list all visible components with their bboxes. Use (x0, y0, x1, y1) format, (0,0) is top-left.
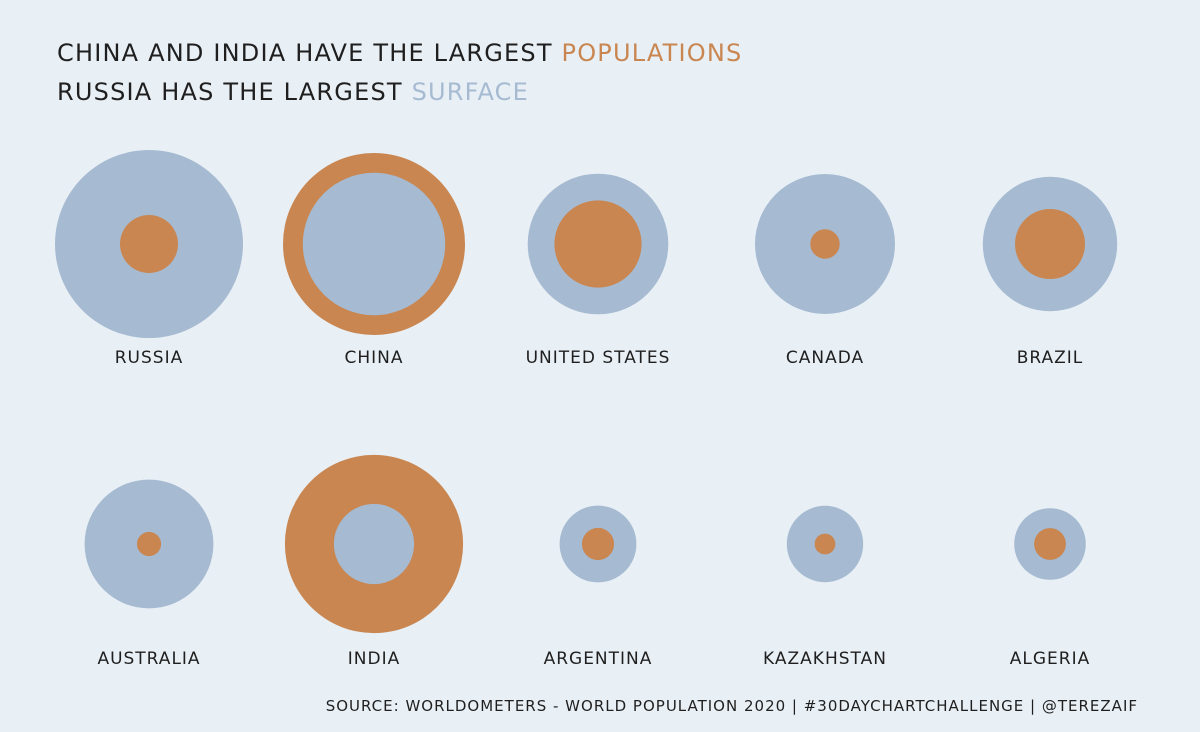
country-label-united-states: UNITED STATES (526, 348, 671, 368)
population-circle-united-states (554, 200, 642, 288)
population-circle-australia (136, 531, 162, 557)
surface-circle-india (333, 503, 415, 585)
population-circle-canada (810, 229, 840, 259)
country-united-states: UNITED STATES (526, 173, 671, 368)
country-label-kazakhstan: KAZAKHSTAN (763, 649, 887, 669)
country-russia: RUSSIA (55, 150, 243, 368)
country-label-russia: RUSSIA (115, 348, 183, 368)
country-brazil: BRAZIL (982, 176, 1118, 368)
title-line-2-text: RUSSIA HAS THE LARGEST (57, 78, 412, 106)
country-label-china: CHINA (344, 348, 403, 368)
title-surface-highlight: SURFACE (411, 78, 529, 106)
country-china: CHINA (283, 153, 465, 368)
surface-circle-china (302, 172, 446, 316)
country-label-canada: CANADA (786, 348, 864, 368)
title-line-1-text: CHINA AND INDIA HAVE THE LARGEST (57, 39, 562, 67)
source-caption: SOURCE: WORLDOMETERS - WORLD POPULATION … (325, 697, 1138, 715)
country-india: INDIA (284, 454, 464, 669)
chart-title-line-1: CHINA AND INDIA HAVE THE LARGEST POPULAT… (57, 39, 742, 67)
country-canada: CANADA (755, 174, 895, 368)
country-label-brazil: BRAZIL (1017, 348, 1084, 368)
population-circle-algeria (1034, 528, 1066, 560)
country-label-india: INDIA (348, 649, 400, 669)
population-circle-argentina (581, 527, 615, 561)
title-populations-highlight: POPULATIONS (561, 39, 743, 67)
country-label-australia: AUSTRALIA (97, 649, 200, 669)
country-kazakhstan: KAZAKHSTAN (763, 505, 887, 669)
population-circle-russia (120, 215, 178, 273)
population-circle-kazakhstan (814, 533, 836, 555)
chart-title-line-2: RUSSIA HAS THE LARGEST SURFACE (57, 78, 529, 106)
country-algeria: ALGERIA (1010, 508, 1090, 669)
country-label-algeria: ALGERIA (1010, 649, 1090, 669)
country-australia: AUSTRALIA (84, 479, 214, 669)
country-label-argentina: ARGENTINA (544, 649, 653, 669)
population-circle-brazil (1015, 209, 1085, 279)
country-argentina: ARGENTINA (544, 505, 653, 669)
